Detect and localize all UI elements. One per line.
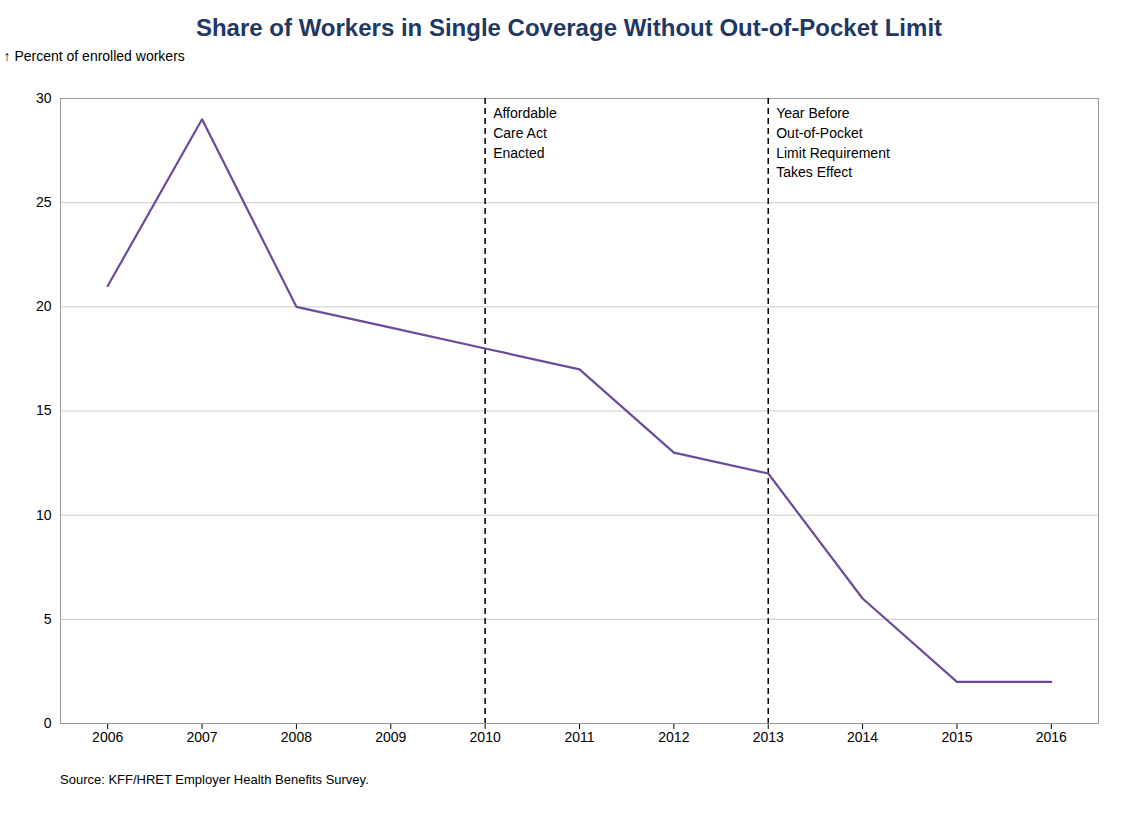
svg-text:Year BeforeOut-of-PocketLimit: Year BeforeOut-of-PocketLimit Requiremen… [776, 105, 890, 180]
svg-text:2007: 2007 [186, 729, 217, 745]
svg-text:5: 5 [44, 611, 52, 627]
svg-text:0: 0 [44, 715, 52, 731]
svg-text:2015: 2015 [941, 729, 972, 745]
svg-text:2009: 2009 [375, 729, 406, 745]
svg-text:2010: 2010 [470, 729, 501, 745]
svg-text:20: 20 [36, 298, 52, 314]
svg-text:15: 15 [36, 402, 52, 418]
svg-text:30: 30 [36, 90, 52, 106]
svg-text:2013: 2013 [753, 729, 784, 745]
html-text:Source: KFF/HRET Employer Heal: Source: KFF/HRET Employer Health Benefit… [60, 772, 369, 787]
svg-text:2012: 2012 [658, 729, 689, 745]
svg-text:2016: 2016 [1036, 729, 1067, 745]
svg-text:2014: 2014 [847, 729, 878, 745]
svg-text:2008: 2008 [281, 729, 312, 745]
html-text:Share of Workers in Single Cov: Share of Workers in Single Coverage With… [196, 14, 942, 41]
svg-text:AffordableCare ActEnacted: AffordableCare ActEnacted [493, 105, 557, 160]
svg-text:↑ Percent of enrolled workers: ↑ Percent of enrolled workers [4, 48, 185, 64]
svg-text:2006: 2006 [92, 729, 123, 745]
svg-text:10: 10 [36, 507, 52, 523]
svg-text:25: 25 [36, 194, 52, 210]
svg-text:2011: 2011 [564, 729, 594, 745]
